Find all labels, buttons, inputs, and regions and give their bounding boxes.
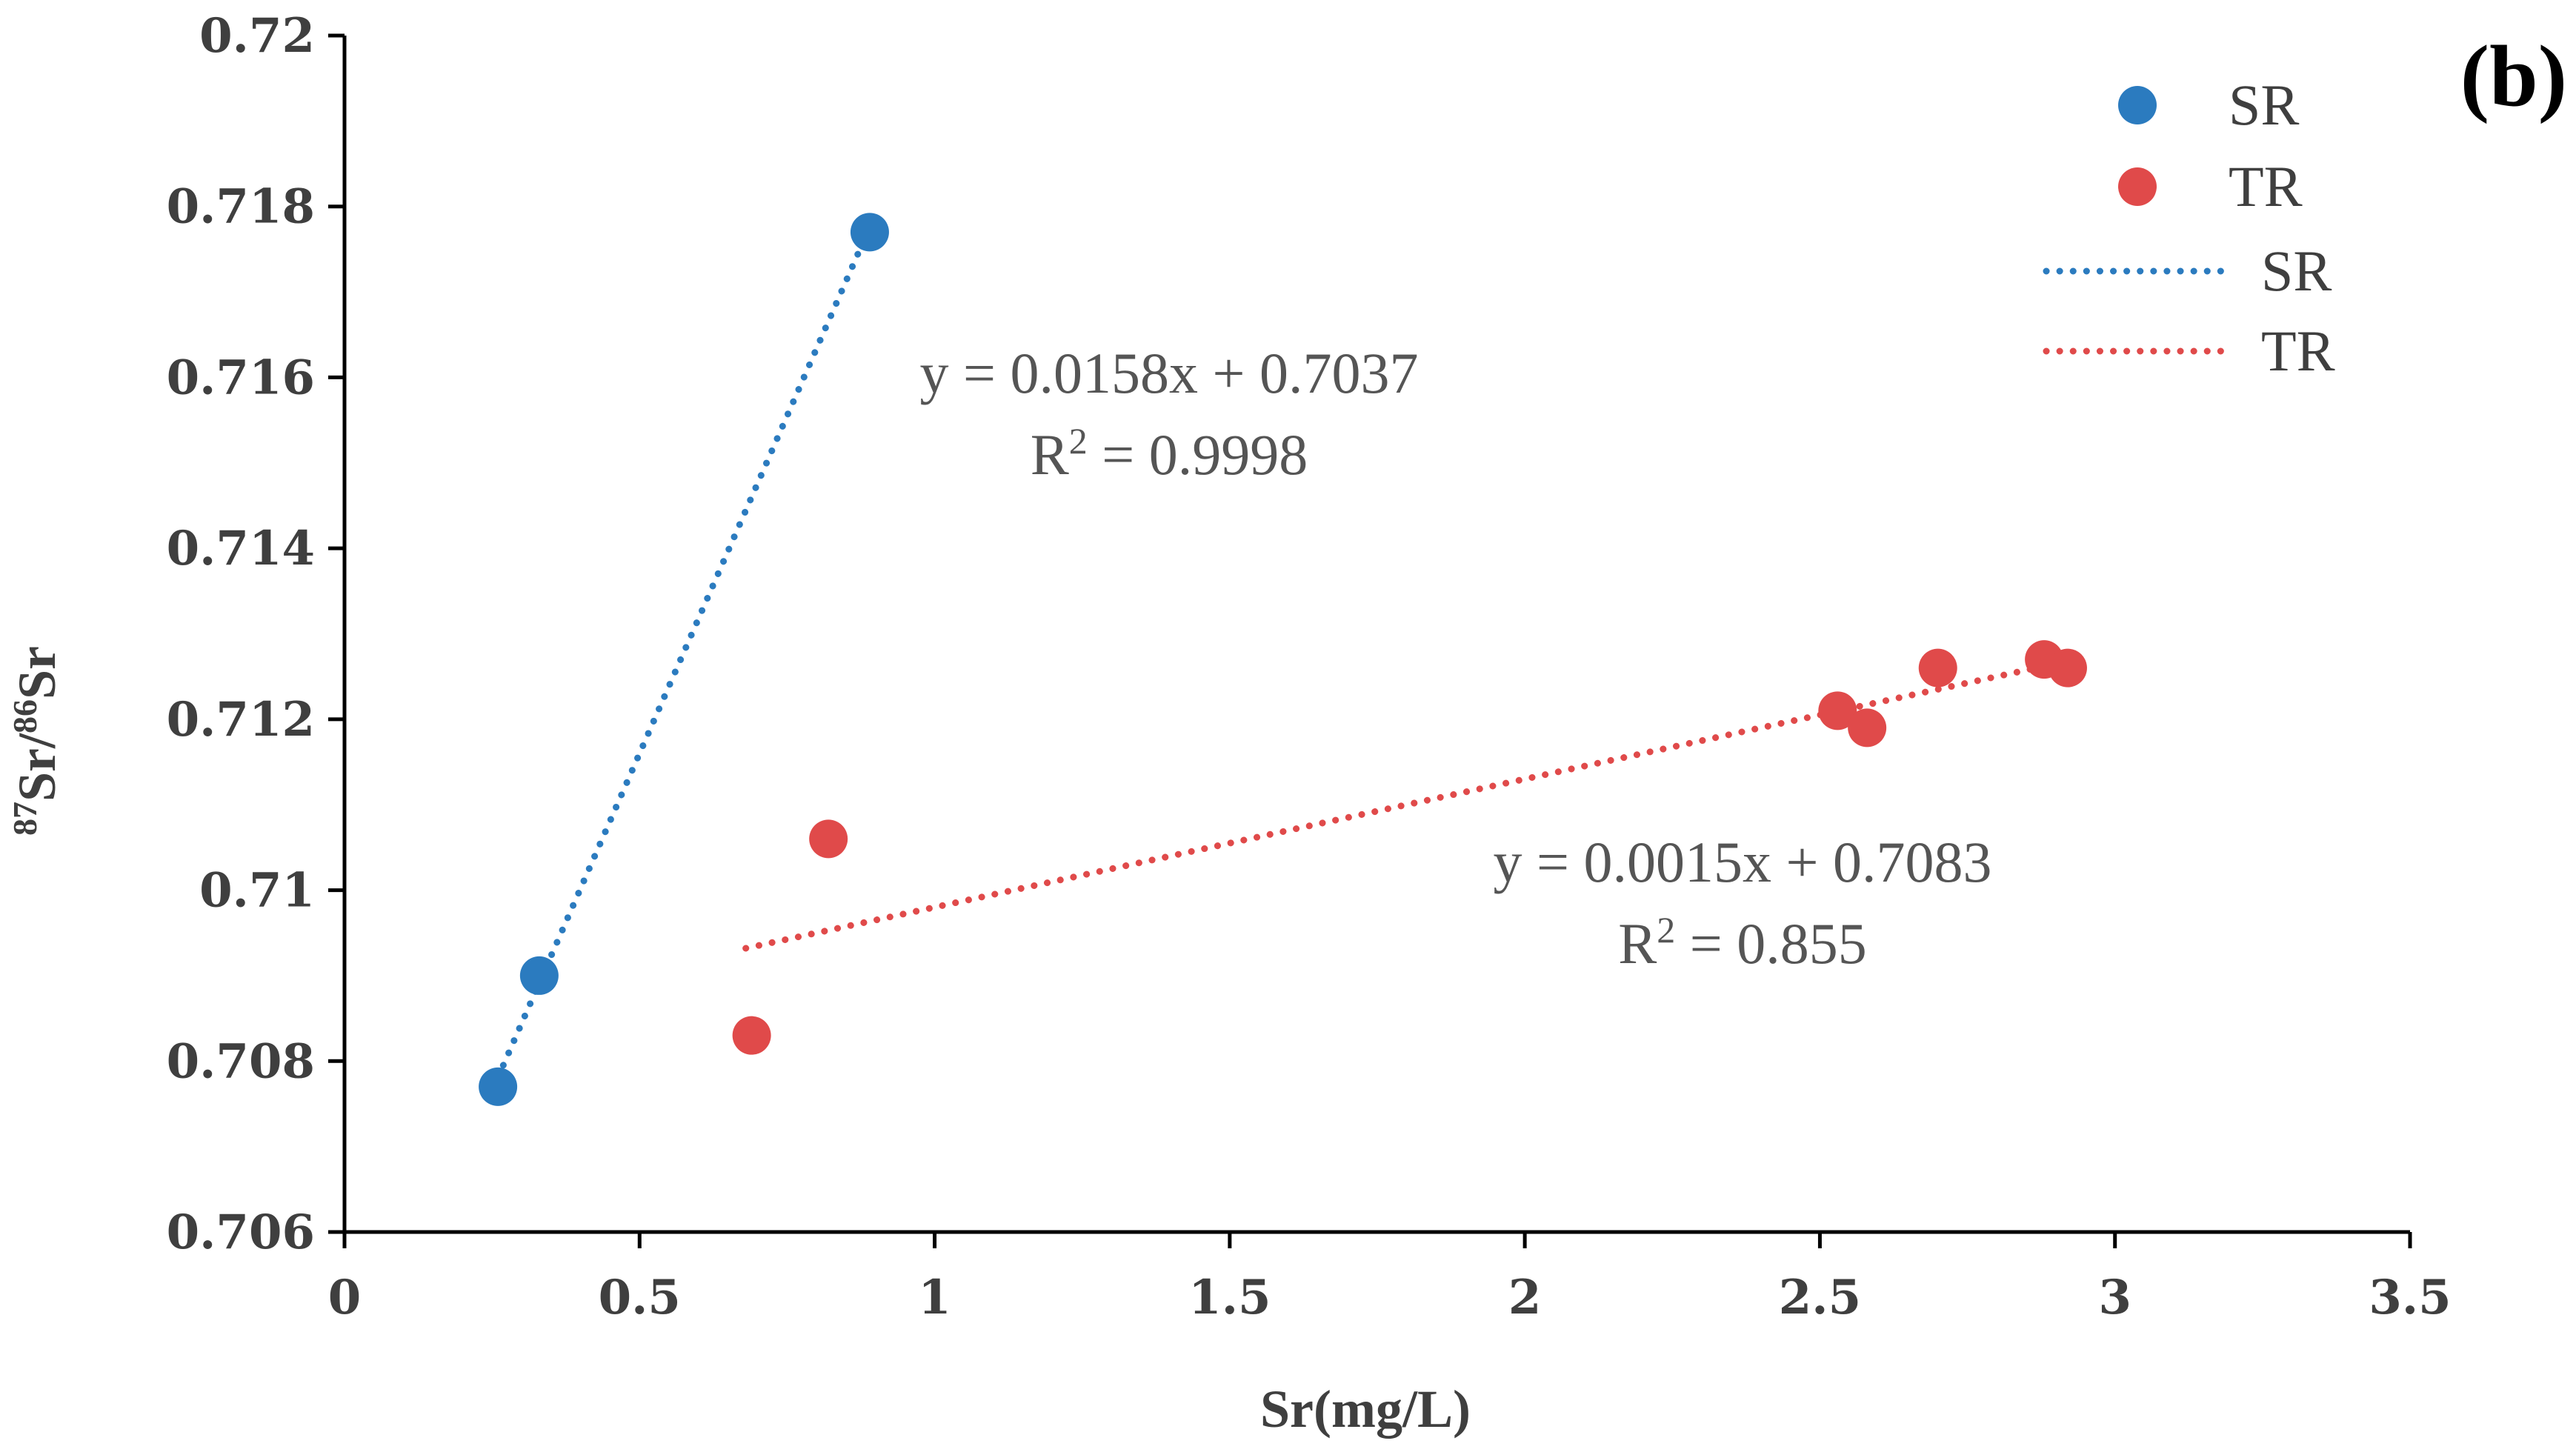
y-axis: 0.706 0.708 0.71 0.712 0.714 0.716 0.718 0.72: [167, 8, 345, 1260]
x-tick-label: 2.5: [1779, 1270, 1861, 1325]
point-sr: [479, 1067, 518, 1106]
sr-equation: y = 0.0158x + 0.7037: [920, 341, 1419, 405]
y-tick-label: 0.714: [167, 521, 315, 576]
tr-r-squared: R2 = 0.855: [1618, 909, 1867, 976]
trendline-tr: [742, 657, 2071, 952]
y-axis-title-sup2: 86: [6, 699, 44, 733]
y-tick-label: 0.716: [167, 350, 315, 405]
plot-frame: [342, 36, 2410, 1234]
y-tick-label: 0.712: [167, 692, 315, 748]
trendline-sr: [494, 223, 873, 1081]
x-axis-title: Sr(mg/L): [1260, 1379, 1471, 1439]
x-tick-label: 3: [2098, 1270, 2131, 1325]
sr-r2-prefix: R: [1031, 422, 1069, 487]
y-tick-label: 0.72: [199, 8, 315, 64]
y-axis-title-base1: Sr/: [7, 733, 67, 802]
sr-r-squared: R2 = 0.9998: [1031, 420, 1308, 487]
x-tick-label: 0.5: [599, 1270, 681, 1325]
sr-equation-annotation: y = 0.0158x + 0.7037 R2 = 0.9998: [920, 341, 1419, 487]
legend-marker-sr: [2118, 86, 2157, 124]
y-tick-label: 0.71: [199, 863, 315, 919]
y-tick-label: 0.718: [167, 179, 315, 235]
tr-r2-prefix: R: [1618, 911, 1657, 976]
tr-equation: y = 0.0015x + 0.7083: [1494, 830, 1992, 894]
x-tick-label: 3.5: [2369, 1270, 2451, 1325]
tr-r2-sup: 2: [1657, 909, 1675, 950]
y-tick-label: 0.706: [167, 1205, 315, 1260]
x-tick-label: 2: [1508, 1270, 1542, 1325]
point-sr: [519, 956, 559, 995]
tr-r2-value: = 0.855: [1675, 911, 1867, 976]
x-tick-label: 0: [328, 1270, 362, 1325]
y-axis-title-base2: Sr: [7, 646, 67, 699]
panel-label: (b): [2460, 27, 2567, 124]
legend-label-sr-points: SR: [2229, 73, 2299, 137]
y-axis-title: 87Sr/86Sr: [6, 646, 67, 836]
x-tick-label: 1: [918, 1270, 951, 1325]
point-sr: [850, 213, 889, 252]
point-tr: [732, 1016, 771, 1055]
legend: SR TR SR TR: [2043, 73, 2335, 383]
y-axis-title-sup1: 87: [6, 802, 44, 836]
legend-marker-tr: [2118, 167, 2157, 206]
tr-equation-annotation: y = 0.0015x + 0.7083 R2 = 0.855: [1494, 830, 1992, 976]
point-tr: [1818, 691, 1857, 730]
x-tick-label: 1.5: [1188, 1270, 1271, 1325]
legend-label-tr-points: TR: [2229, 154, 2303, 219]
legend-label-tr-trend: TR: [2261, 319, 2335, 383]
point-tr: [1848, 708, 1887, 748]
point-tr: [809, 819, 848, 859]
sr-r2-sup: 2: [1069, 420, 1088, 462]
sr-r2-value: = 0.9998: [1088, 422, 1308, 487]
x-axis: 0 0.5 1 1.5 2 2.5 3 3.5: [328, 1232, 2452, 1325]
legend-label-sr-trend: SR: [2261, 239, 2332, 303]
point-tr: [2048, 648, 2087, 687]
data-points: [479, 213, 2087, 1106]
y-tick-label: 0.708: [167, 1033, 315, 1089]
point-tr: [1918, 648, 1957, 687]
